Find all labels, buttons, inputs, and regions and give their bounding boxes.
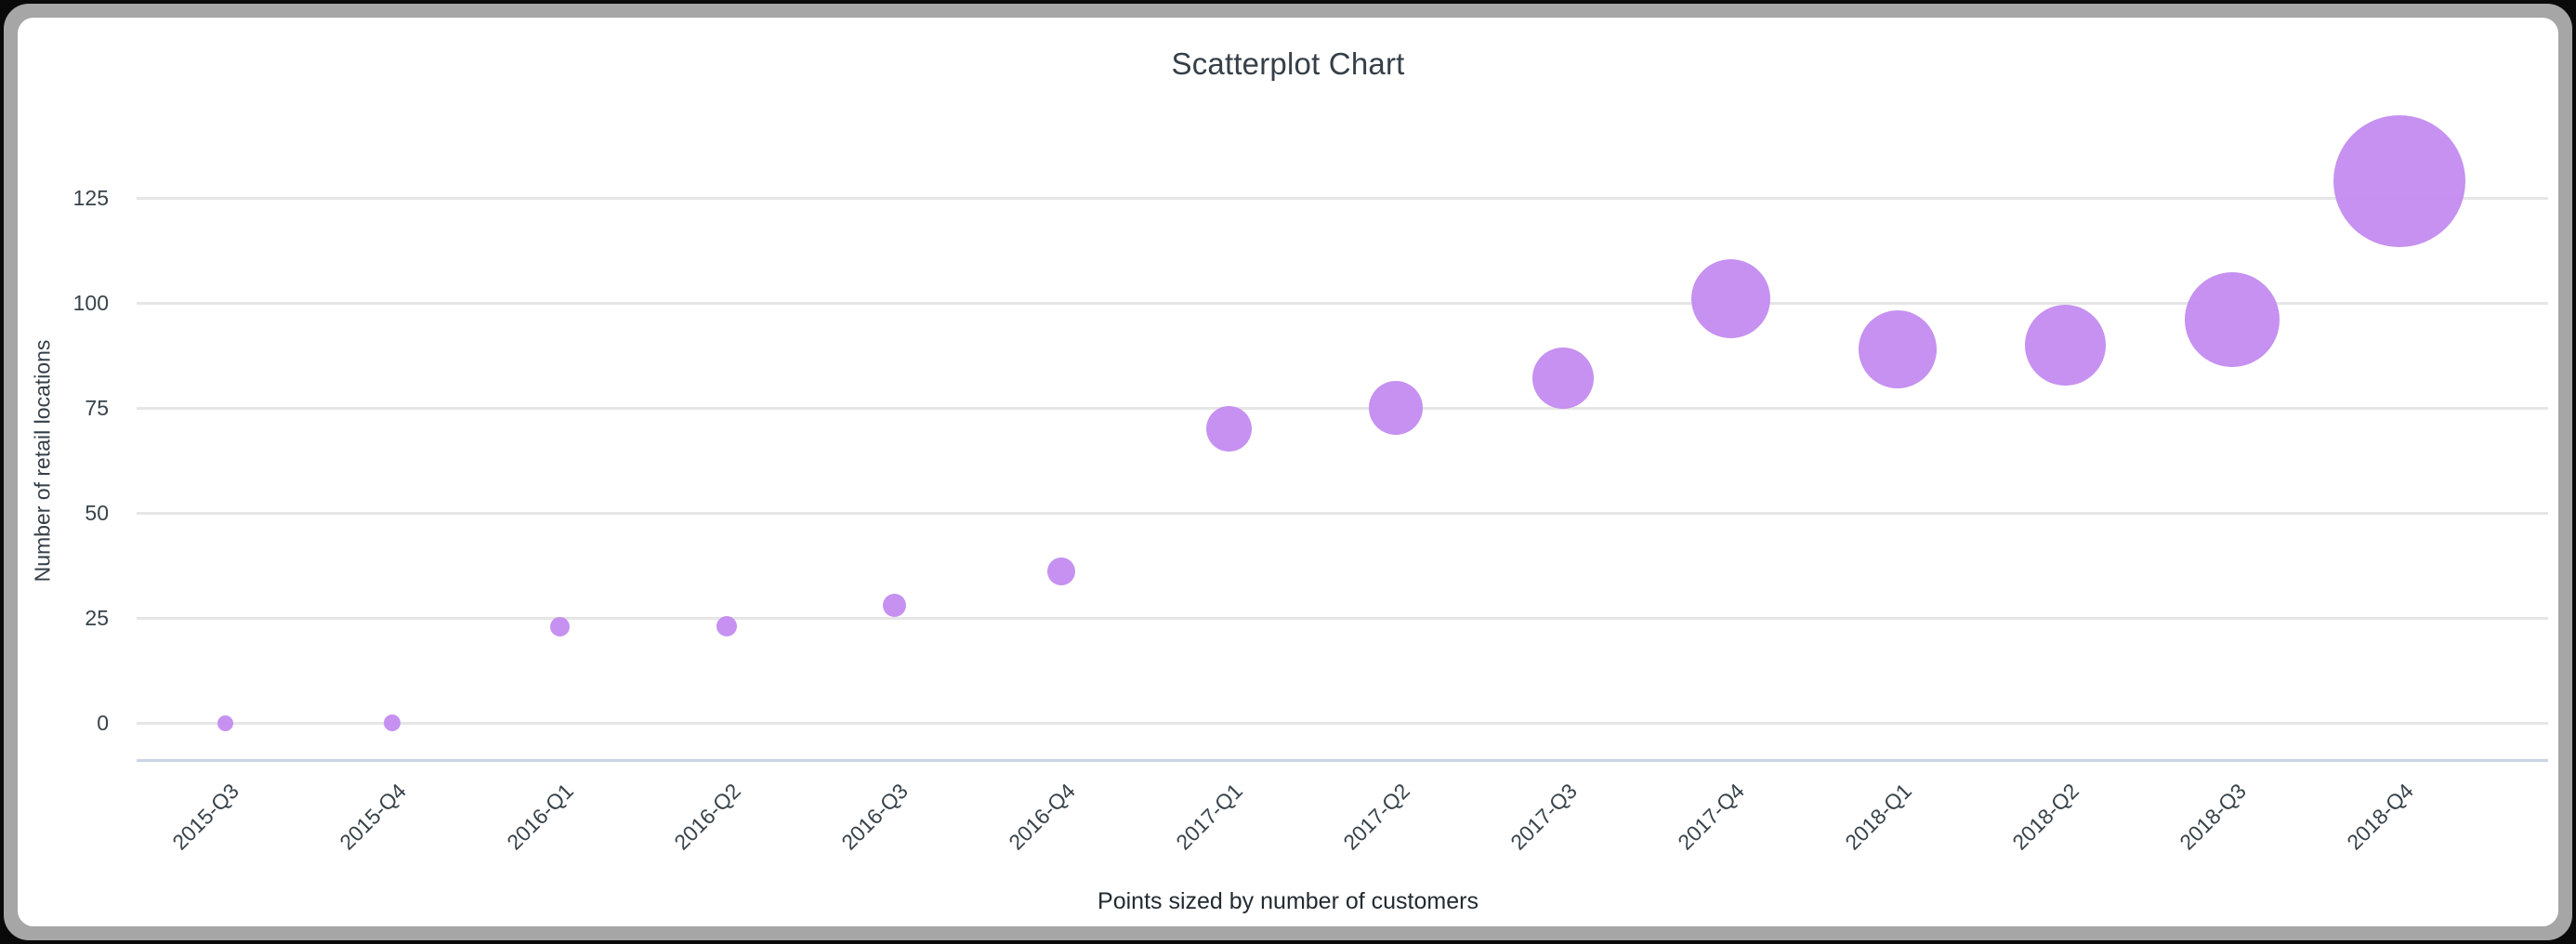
- y-tick-label-125: 125: [72, 186, 109, 210]
- gridline-y-100: [137, 301, 2548, 305]
- x-tick-label-2015-Q4: 2015-Q4: [335, 779, 412, 855]
- data-point-2016-Q1[interactable]: [549, 616, 570, 636]
- data-point-2017-Q1[interactable]: [1205, 406, 1252, 452]
- x-tick-label-2018-Q3: 2018-Q3: [2175, 779, 2252, 855]
- window-frame: [4, 4, 2572, 940]
- chart-caption: Points sized by number of customers: [1097, 888, 1479, 914]
- x-tick-label-2017-Q3: 2017-Q3: [1505, 779, 1583, 855]
- x-tick-label-2017-Q2: 2017-Q2: [1338, 779, 1415, 855]
- data-point-2017-Q3[interactable]: [1532, 347, 1594, 410]
- data-point-2017-Q4[interactable]: [1690, 258, 1770, 338]
- x-tick-label-2016-Q3: 2016-Q3: [836, 779, 913, 855]
- x-tick-label-2017-Q4: 2017-Q4: [1673, 779, 1750, 855]
- y-tick-label-25: 25: [85, 606, 109, 630]
- chart-card: [18, 18, 2558, 926]
- data-point-2015-Q4[interactable]: [384, 715, 401, 731]
- gridline-y-25: [137, 616, 2548, 620]
- data-point-2018-Q3[interactable]: [2185, 272, 2280, 368]
- x-tick-label-2016-Q1: 2016-Q1: [502, 779, 579, 855]
- x-tick-label-2017-Q1: 2017-Q1: [1171, 779, 1248, 855]
- y-tick-label-50: 50: [85, 501, 109, 525]
- y-tick-label-0: 0: [97, 711, 109, 735]
- x-tick-label-2016-Q2: 2016-Q2: [669, 779, 746, 855]
- x-tick-label-2015-Q3: 2015-Q3: [167, 779, 244, 855]
- data-point-2017-Q2[interactable]: [1369, 381, 1423, 435]
- gridline-y-50: [137, 511, 2548, 515]
- gridline-y-75: [137, 406, 2548, 410]
- y-tick-label-100: 100: [72, 291, 109, 315]
- chart-title: Scatterplot Chart: [1171, 46, 1405, 81]
- data-point-2018-Q4[interactable]: [2333, 114, 2465, 247]
- y-tick-label-75: 75: [85, 396, 109, 420]
- x-tick-label-2018-Q4: 2018-Q4: [2342, 779, 2419, 855]
- data-point-2016-Q3[interactable]: [882, 593, 906, 617]
- data-point-2016-Q2[interactable]: [716, 616, 737, 637]
- x-tick-label-2016-Q4: 2016-Q4: [1004, 779, 1081, 855]
- y-axis-title: Number of retail locations: [30, 339, 55, 583]
- data-point-2018-Q1[interactable]: [1859, 309, 1937, 388]
- x-tick-label-2018-Q2: 2018-Q2: [2007, 779, 2084, 855]
- gridline-y-0: [137, 721, 2548, 725]
- x-tick-label-2018-Q1: 2018-Q1: [1840, 779, 1917, 855]
- data-point-2015-Q3[interactable]: [217, 715, 233, 731]
- data-point-2018-Q2[interactable]: [2024, 304, 2106, 386]
- x-axis-baseline: [137, 759, 2548, 762]
- gridline-y-125: [137, 196, 2548, 200]
- data-point-2016-Q4[interactable]: [1047, 557, 1075, 586]
